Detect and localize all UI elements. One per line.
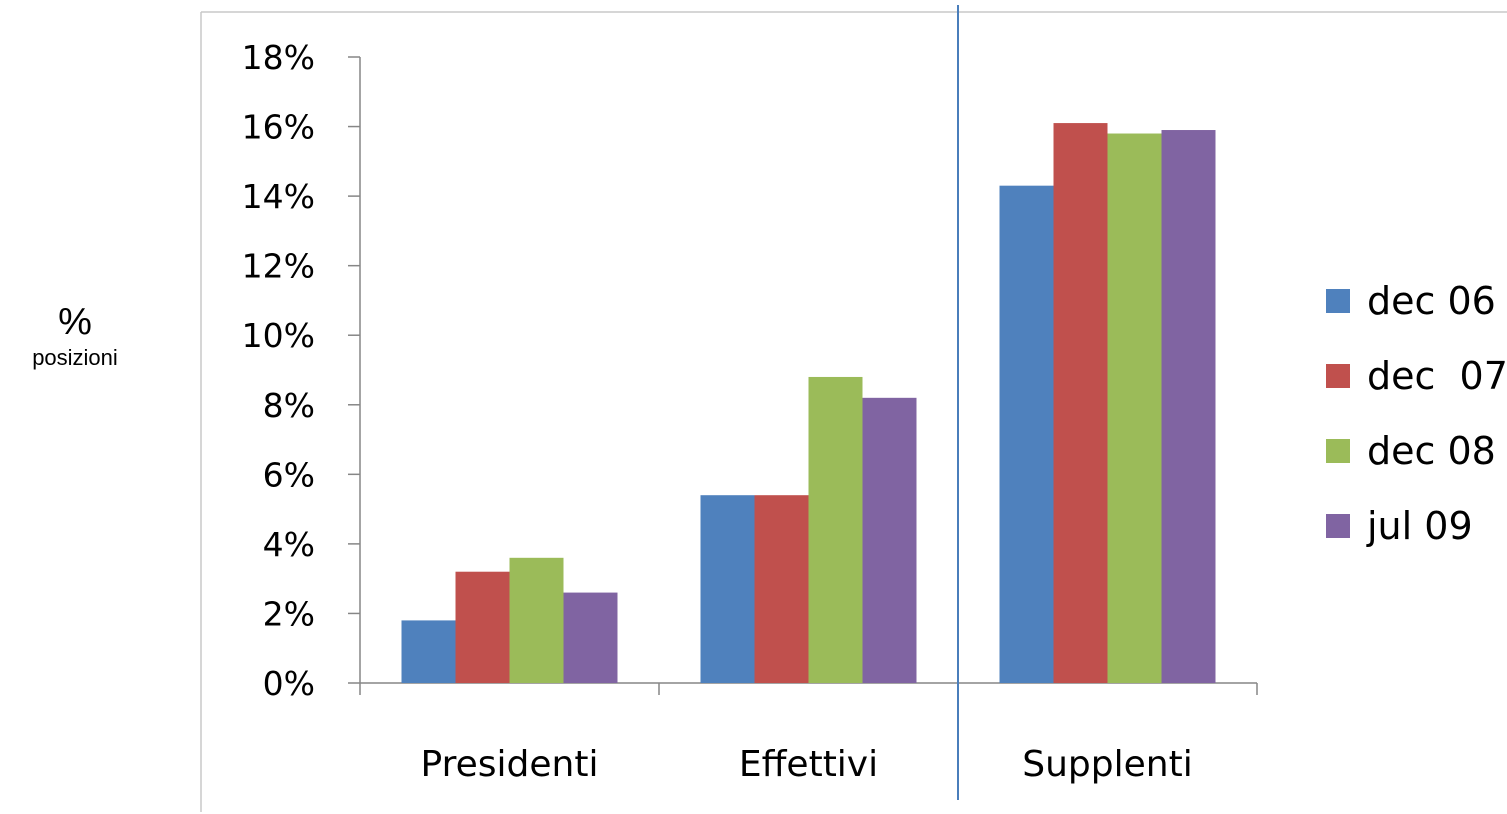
- legend-swatch: [1326, 439, 1350, 463]
- y-axis-label: % posizioni: [0, 300, 150, 372]
- bar-presidenti-2: [455, 571, 510, 683]
- legend-label: dec 06: [1367, 279, 1496, 323]
- y-tick-label: 16%: [242, 108, 315, 147]
- y-tick-label: 6%: [263, 455, 315, 494]
- y-axis-label-main: %: [58, 301, 92, 343]
- bar-effettivi-1: [700, 495, 755, 683]
- bar-supplenti-1: [999, 185, 1054, 683]
- legend-label: dec 07: [1367, 354, 1507, 398]
- bar-presidenti-3: [509, 557, 564, 683]
- legend-swatch: [1326, 514, 1350, 538]
- bar-supplenti-3: [1107, 133, 1162, 683]
- y-tick-label: 2%: [263, 594, 315, 633]
- y-tick-label: 18%: [242, 38, 315, 77]
- y-tick-label: 10%: [242, 316, 315, 355]
- bar-supplenti-2: [1053, 123, 1108, 684]
- legend-label: jul 09: [1366, 504, 1473, 548]
- bar-presidenti-1: [401, 620, 456, 683]
- x-category-label: Effettivi: [739, 744, 878, 785]
- x-category-label: Supplenti: [1022, 744, 1192, 785]
- bar-effettivi-3: [808, 376, 863, 683]
- y-axis-label-sub: posizioni: [32, 345, 118, 370]
- bar-effettivi-2: [754, 495, 809, 683]
- y-tick-label: 0%: [263, 664, 315, 703]
- bar-presidenti-4: [563, 592, 618, 683]
- y-tick-label: 12%: [242, 247, 315, 286]
- bar-supplenti-4: [1161, 130, 1216, 684]
- y-tick-label: 4%: [263, 525, 315, 564]
- legend-swatch: [1326, 289, 1350, 313]
- x-category-label: Presidenti: [421, 744, 599, 785]
- legend-swatch: [1326, 364, 1350, 388]
- bar-effettivi-4: [862, 397, 917, 683]
- y-tick-label: 14%: [242, 177, 315, 216]
- legend-label: dec 08: [1367, 429, 1496, 473]
- y-tick-label: 8%: [263, 386, 315, 425]
